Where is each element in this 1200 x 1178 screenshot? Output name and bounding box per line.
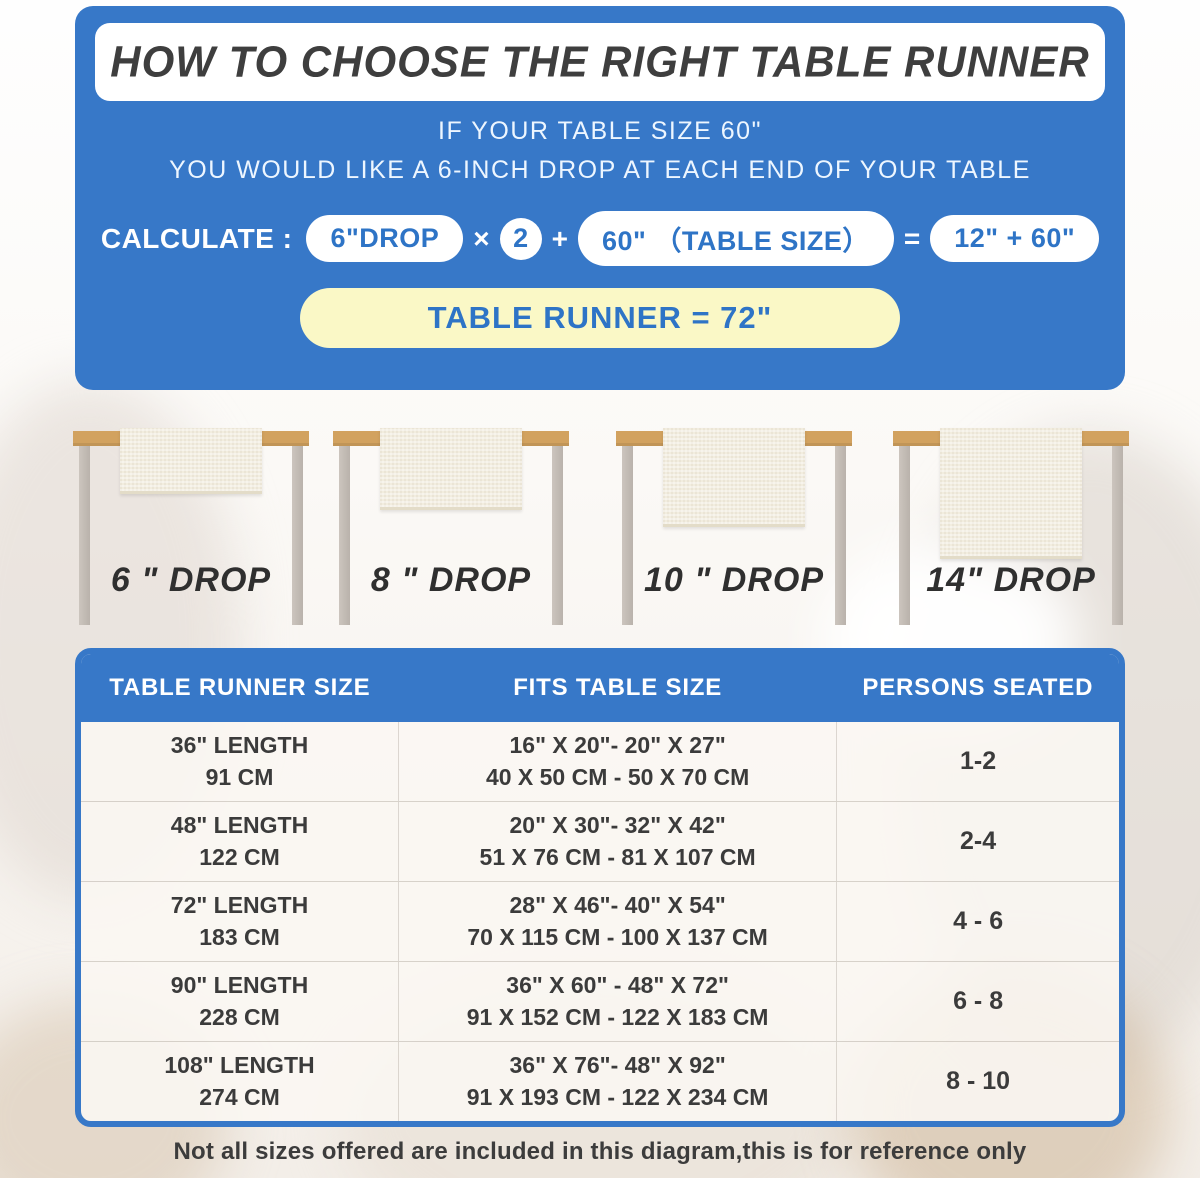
- drop-label: 6 " DROP: [110, 561, 272, 599]
- calculation-row: CALCULATE : 6"DROP × 2 + 60" （TABLE SIZE…: [100, 211, 1100, 266]
- size-table-header: TABLE RUNNER SIZE FITS TABLE SIZE PERSON…: [81, 654, 1119, 722]
- table-runner-illustration: [940, 428, 1082, 559]
- table-size-pill: 60" （TABLE SIZE）: [578, 211, 894, 266]
- subtitle-line-2: YOU WOULD LIKE A 6-INCH DROP AT EACH END…: [169, 156, 1031, 184]
- drop-figure-14in: 14" DROP: [893, 423, 1129, 635]
- table-leg-right: [552, 446, 563, 625]
- fits-size-cm: 91 X 152 CM - 122 X 183 CM: [466, 1003, 769, 1030]
- fits-size-cm: 70 X 115 CM - 100 X 137 CM: [467, 923, 768, 950]
- header-runner-size: TABLE RUNNER SIZE: [109, 674, 371, 701]
- multiply-sign: ×: [473, 222, 490, 254]
- fits-size-inches: 36" X 60" - 48" X 72": [506, 972, 729, 999]
- runner-size-cm: 122 CM: [199, 843, 280, 870]
- subtitle-line-1: IF YOUR TABLE SIZE 60": [438, 117, 762, 145]
- page-title: HOW TO CHOOSE THE RIGHT TABLE RUNNER: [110, 37, 1090, 86]
- header-persons-seated: PERSONS SEATED: [862, 674, 1094, 701]
- fits-size-inches: 28" X 46"- 40" X 54": [509, 892, 726, 919]
- table-leg-left: [339, 446, 350, 625]
- footer-note: Not all sizes offered are included in th…: [173, 1138, 1027, 1165]
- runner-size-inches: 36" LENGTH: [170, 732, 309, 759]
- multiplier-badge: 2: [499, 217, 542, 260]
- runner-size-inches: 72" LENGTH: [170, 892, 309, 919]
- table-row: 108" LENGTH 274 CM 36" X 76"- 48" X 92" …: [81, 1041, 1119, 1121]
- drop-label: 10 " DROP: [643, 561, 825, 599]
- table-row: 90" LENGTH 228 CM 36" X 60" - 48" X 72" …: [81, 961, 1119, 1041]
- drop-label: 14" DROP: [926, 561, 1096, 599]
- fits-size-cm: 91 X 193 CM - 122 X 234 CM: [466, 1083, 769, 1110]
- table-row: 72" LENGTH 183 CM 28" X 46"- 40" X 54" 7…: [81, 881, 1119, 961]
- runner-size-cm: 91 CM: [205, 763, 274, 790]
- fits-size-inches: 20" X 30"- 32" X 42": [509, 812, 726, 839]
- title-box: HOW TO CHOOSE THE RIGHT TABLE RUNNER: [95, 23, 1105, 101]
- fits-size-inches: 36" X 76"- 48" X 92": [509, 1052, 726, 1079]
- persons-seated: 1-2: [960, 746, 997, 775]
- table-row: 36" LENGTH 91 CM 16" X 20"- 20" X 27" 40…: [81, 722, 1119, 801]
- size-table-panel: TABLE RUNNER SIZE FITS TABLE SIZE PERSON…: [75, 648, 1125, 1127]
- runner-size-inches: 90" LENGTH: [170, 972, 309, 999]
- drop-label: 8 " DROP: [370, 561, 532, 599]
- persons-seated: 8 - 10: [946, 1066, 1011, 1095]
- plus-sign: +: [551, 222, 569, 254]
- runner-size-cm: 274 CM: [199, 1083, 280, 1110]
- table-leg-left: [899, 446, 910, 625]
- fits-size-inches: 16" X 20"- 20" X 27": [509, 732, 726, 759]
- table-leg-right: [292, 446, 303, 625]
- fits-size-cm: 40 X 50 CM - 50 X 70 CM: [485, 763, 750, 790]
- header-fits-table-size: FITS TABLE SIZE: [513, 674, 723, 701]
- table-runner-illustration: [663, 428, 805, 527]
- drop-figure-10in: 10 " DROP: [616, 423, 852, 635]
- persons-seated: 4 - 6: [953, 906, 1004, 935]
- drop-figure-6in: 6 " DROP: [73, 423, 309, 635]
- table-row: 48" LENGTH 122 CM 20" X 30"- 32" X 42" 5…: [81, 801, 1119, 881]
- runner-result-pill: TABLE RUNNER = 72": [300, 288, 900, 348]
- fits-size-cm: 51 X 76 CM - 81 X 107 CM: [479, 843, 756, 870]
- drop-value-pill: 6"DROP: [306, 215, 464, 262]
- sum-pill: 12" + 60": [930, 215, 1100, 262]
- table-leg-left: [622, 446, 633, 625]
- equals-sign: =: [903, 222, 921, 254]
- table-runner-illustration: [120, 428, 262, 494]
- calculate-label: CALCULATE :: [100, 222, 293, 254]
- persons-seated: 6 - 8: [953, 986, 1004, 1015]
- table-runner-illustration: [380, 428, 522, 510]
- instruction-banner: HOW TO CHOOSE THE RIGHT TABLE RUNNER IF …: [75, 6, 1125, 390]
- runner-size-inches: 48" LENGTH: [170, 812, 309, 839]
- runner-size-inches: 108" LENGTH: [164, 1052, 315, 1079]
- runner-size-cm: 228 CM: [199, 1003, 280, 1030]
- runner-size-cm: 183 CM: [199, 923, 280, 950]
- table-leg-right: [835, 446, 846, 625]
- size-table-body: 36" LENGTH 91 CM 16" X 20"- 20" X 27" 40…: [81, 722, 1119, 1121]
- table-leg-right: [1112, 446, 1123, 625]
- persons-seated: 2-4: [960, 826, 997, 855]
- table-leg-left: [79, 446, 90, 625]
- drop-figure-8in: 8 " DROP: [333, 423, 569, 635]
